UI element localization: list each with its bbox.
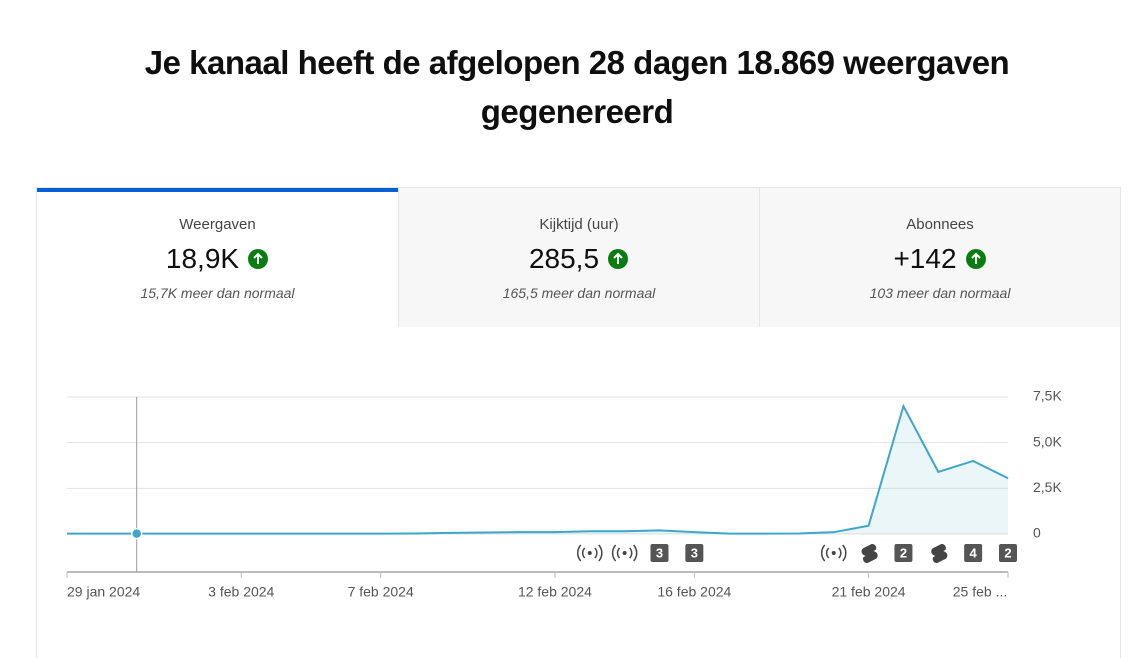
count-label: 4 (970, 545, 978, 560)
count-badge (964, 544, 983, 562)
tab[interactable]: Kijktijd (uur) 285,5 165,5 meer dan norm… (398, 188, 759, 327)
tab-comparison: 103 meer dan normaal (869, 285, 1011, 301)
count-badge (999, 544, 1017, 562)
chart: 0 2,5K 5,0K 7,5K 29 jan 2024 3 feb 2024 7 feb … (66, 388, 1062, 600)
line (67, 403, 1009, 535)
count-label: 3 (656, 545, 663, 560)
x-tick-label: 29 jan 2024 (67, 584, 140, 600)
tab[interactable]: Abonnees +142 103 meer dan normaal (759, 188, 1120, 327)
count-badge (685, 544, 704, 562)
metrics-card: Weergaven 18,9K 15,7K meer dan normaal K… (36, 187, 1121, 658)
page: Je kanaal heeft de afgelopen 28 dagen 18… (36, 44, 1121, 658)
page-title: Je kanaal heeft de afgelopen 28 dagen 18… (144, 44, 1010, 130)
y-tick-label: 0 (1033, 525, 1041, 541)
hover-point (130, 527, 143, 540)
shorts-icon (931, 543, 948, 564)
tab-label: Abonnees (906, 216, 974, 233)
shorts-shape (861, 543, 878, 564)
y-tick-label: 7,5K (1033, 388, 1062, 404)
shorts-icon (861, 543, 878, 564)
live-icon (611, 544, 638, 562)
tab-comparison: 15,7K meer dan normaal (140, 285, 295, 301)
live-dot (831, 551, 836, 555)
live-dot (587, 551, 592, 555)
x-tick-label: 16 feb 2024 (657, 584, 731, 600)
tab-comparison: 165,5 meer dan normaal (502, 285, 656, 301)
live-waves (821, 544, 847, 562)
x-tick-label: 12 feb 2024 (518, 584, 592, 600)
x-tick-label: 21 feb 2024 (832, 584, 906, 600)
live-dot (622, 551, 627, 555)
x-tick-label: 7 feb 2024 (348, 584, 414, 600)
tab-value: 18,9K (165, 243, 240, 274)
tab[interactable]: Weergaven 18,9K 15,7K meer dan normaal (37, 188, 398, 327)
tab-value-row: 285,5 (399, 243, 759, 275)
shorts-shape (931, 543, 948, 564)
up-icon (965, 249, 986, 269)
tab-label: Kijktijd (uur) (539, 216, 619, 233)
tab-value-row: +142 (760, 243, 1120, 275)
x-tick-label: 25 feb ... (953, 584, 1007, 600)
live-waves (611, 544, 638, 562)
up-icon (608, 249, 629, 269)
live-icon (821, 544, 847, 562)
x-tick-label: 3 feb 2024 (208, 584, 274, 600)
tab-value: 285,5 (528, 243, 600, 274)
count-badge (894, 544, 913, 562)
count-label: 2 (1004, 545, 1011, 560)
y-tick-label: 2,5K (1033, 479, 1062, 495)
count-label: 3 (691, 545, 698, 560)
live-icon (577, 544, 603, 562)
tab-value: +142 (893, 243, 957, 274)
tab-value-row: 18,9K (37, 243, 398, 275)
up-icon (248, 249, 269, 269)
live-waves (577, 544, 603, 562)
area (67, 406, 1008, 534)
count-badge (650, 544, 669, 562)
tab-label: Weergaven (179, 216, 256, 233)
y-tick-label: 5,0K (1033, 433, 1062, 449)
count-label: 2 (900, 545, 907, 560)
